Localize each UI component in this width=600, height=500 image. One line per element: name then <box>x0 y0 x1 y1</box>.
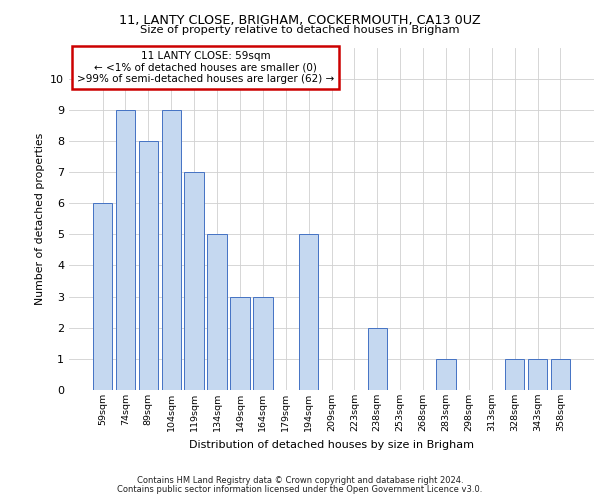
Text: Contains HM Land Registry data © Crown copyright and database right 2024.: Contains HM Land Registry data © Crown c… <box>137 476 463 485</box>
Text: 11, LANTY CLOSE, BRIGHAM, COCKERMOUTH, CA13 0UZ: 11, LANTY CLOSE, BRIGHAM, COCKERMOUTH, C… <box>119 14 481 27</box>
Bar <box>505 359 524 390</box>
Bar <box>139 141 158 390</box>
X-axis label: Distribution of detached houses by size in Brigham: Distribution of detached houses by size … <box>189 440 474 450</box>
Text: Size of property relative to detached houses in Brigham: Size of property relative to detached ho… <box>140 25 460 35</box>
Bar <box>93 203 112 390</box>
Y-axis label: Number of detached properties: Number of detached properties <box>35 132 44 305</box>
Bar <box>161 110 181 390</box>
Bar <box>528 359 547 390</box>
Bar <box>436 359 455 390</box>
Bar <box>230 296 250 390</box>
Bar <box>116 110 135 390</box>
Bar <box>208 234 227 390</box>
Text: Contains public sector information licensed under the Open Government Licence v3: Contains public sector information licen… <box>118 485 482 494</box>
Text: 11 LANTY CLOSE: 59sqm
← <1% of detached houses are smaller (0)
>99% of semi-deta: 11 LANTY CLOSE: 59sqm ← <1% of detached … <box>77 51 334 84</box>
Bar <box>253 296 272 390</box>
Bar <box>299 234 319 390</box>
Bar <box>551 359 570 390</box>
Bar <box>184 172 204 390</box>
Bar <box>368 328 387 390</box>
